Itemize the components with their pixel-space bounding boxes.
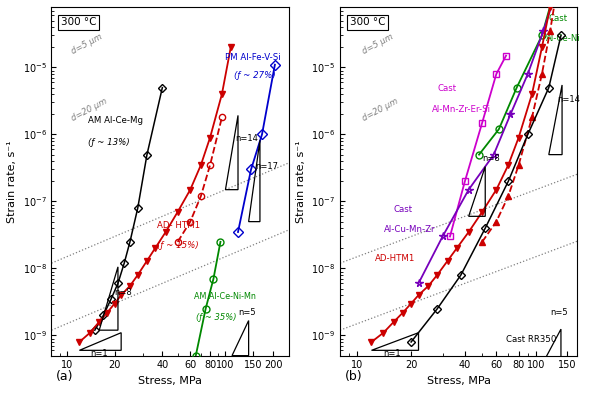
- Text: n=1: n=1: [384, 349, 401, 358]
- Text: 300 °C: 300 °C: [349, 17, 385, 28]
- Text: d=20 μm: d=20 μm: [361, 96, 400, 123]
- Text: n=5: n=5: [238, 308, 256, 317]
- Text: d=20 μm: d=20 μm: [70, 96, 109, 123]
- Text: (ƒ ~ 15%): (ƒ ~ 15%): [157, 241, 199, 250]
- Text: d=5 μm: d=5 μm: [361, 32, 395, 56]
- Text: n=17: n=17: [256, 162, 278, 171]
- Y-axis label: Strain rate, s⁻¹: Strain rate, s⁻¹: [7, 140, 17, 222]
- Text: Cast: Cast: [437, 84, 456, 93]
- Text: AM Al-Ce-Mg: AM Al-Ce-Mg: [87, 116, 142, 125]
- Text: n=8: n=8: [482, 154, 500, 163]
- Text: AD-HTM1: AD-HTM1: [375, 254, 415, 263]
- Text: Al-Ce-Ni: Al-Ce-Ni: [545, 34, 580, 43]
- Text: PM Al-Fe-V-Si: PM Al-Fe-V-Si: [225, 53, 280, 62]
- Text: Al-Mn-Zr-Er-Si: Al-Mn-Zr-Er-Si: [431, 105, 491, 114]
- Y-axis label: Strain rate, s⁻¹: Strain rate, s⁻¹: [296, 140, 306, 222]
- Text: (a): (a): [56, 370, 74, 383]
- Text: n=5: n=5: [550, 308, 568, 317]
- Text: n=8: n=8: [115, 288, 132, 297]
- Text: (ƒ ~ 27%): (ƒ ~ 27%): [234, 71, 275, 80]
- X-axis label: Stress, MPa: Stress, MPa: [427, 376, 491, 386]
- Text: n=1: n=1: [90, 349, 108, 358]
- Text: n=14: n=14: [235, 134, 258, 143]
- Text: d=5 μm: d=5 μm: [70, 32, 105, 56]
- X-axis label: Stress, MPa: Stress, MPa: [138, 376, 202, 386]
- Text: (ƒ ~ 13%): (ƒ ~ 13%): [87, 138, 129, 147]
- Text: Cast: Cast: [549, 14, 568, 23]
- Text: (ƒ ~ 35%): (ƒ ~ 35%): [196, 313, 236, 322]
- Text: Al-Cu-Mn-Zr: Al-Cu-Mn-Zr: [384, 225, 435, 234]
- Text: Cast: Cast: [394, 205, 413, 214]
- Text: n=14: n=14: [557, 95, 580, 105]
- Text: AM Al-Ce-Ni-Mn: AM Al-Ce-Ni-Mn: [194, 292, 255, 301]
- Text: (b): (b): [345, 370, 362, 383]
- Text: Cast RR350: Cast RR350: [506, 335, 556, 344]
- Text: 300 °C: 300 °C: [61, 17, 96, 28]
- Text: AD- HTM1: AD- HTM1: [157, 221, 200, 230]
